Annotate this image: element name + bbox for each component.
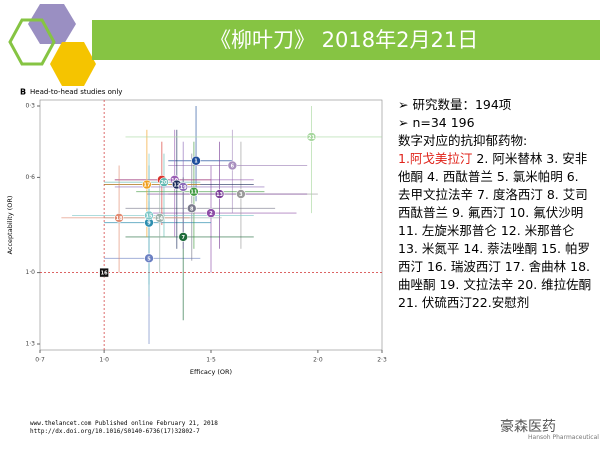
x-axis-label: Efficacy (OR) — [190, 368, 232, 376]
y-tick-label: 1·3 — [25, 341, 35, 348]
point — [186, 203, 197, 214]
point-label: 11 — [190, 190, 197, 196]
point — [178, 182, 189, 192]
point — [144, 253, 154, 264]
point-label: 5 — [147, 256, 151, 262]
point-label: 8 — [190, 206, 194, 212]
point — [236, 189, 246, 199]
point-label: 16 — [101, 271, 108, 277]
point-label: 12 — [173, 183, 180, 189]
y-axis-label: Acceptability (OR) — [6, 196, 14, 255]
point-label: 20 — [160, 180, 167, 186]
point — [159, 177, 169, 187]
logo: 豪森医药 — [500, 419, 556, 435]
point-label: 21 — [308, 135, 315, 141]
point-label: 9 — [147, 221, 151, 227]
point — [306, 132, 317, 142]
chart: B Head-to-head studies only 0·7 1·0 1·5 2·0 2·… — [6, 88, 387, 377]
drug-list: 1.阿戈美拉汀 2. 阿米替林 3. 安非他酮 4. 西酞普兰 5. 氯米帕明 … — [398, 150, 594, 312]
x-tick-label: 0·7 — [35, 357, 45, 364]
hexagons — [8, 4, 96, 86]
point-label: 15 — [146, 213, 153, 219]
point-label: 19 — [180, 185, 187, 191]
point-label: 18 — [116, 216, 123, 222]
intro: 数字对应的抗抑郁药物: — [398, 133, 528, 148]
panel-label: B — [20, 88, 26, 97]
point — [154, 213, 165, 223]
y-tick-label: 0·3 — [25, 103, 35, 110]
point-label: 3 — [239, 192, 243, 198]
point — [144, 210, 154, 221]
x-tick-label: 1·0 — [99, 357, 109, 364]
x-tick-label: 1·5 — [206, 357, 216, 364]
logo-sub: Hansoh Pharmaceutical — [528, 434, 599, 441]
bullet: 研究数量：194项 — [398, 96, 594, 114]
point — [178, 232, 189, 242]
point-label: 6 — [231, 164, 235, 170]
point — [206, 208, 216, 218]
point-label: 17 — [143, 183, 150, 189]
chart-title: Head-to-head studies only — [30, 88, 122, 96]
y-tick-label: 0·6 — [25, 174, 35, 181]
point — [99, 267, 109, 278]
citation: www.thelancet.com Published online Febru… — [30, 420, 218, 435]
point — [189, 186, 199, 197]
point — [227, 160, 238, 171]
slide-title: 《柳叶刀》 2018年2月21日 — [210, 28, 479, 52]
x-tick-label: 2·3 — [377, 357, 387, 364]
point-label: 7 — [181, 235, 185, 241]
point-label: 1 — [194, 159, 198, 165]
notes: 研究数量：194项 n=34 196 数字对应的抗抑郁药物: 1.阿戈美拉汀 2… — [398, 96, 594, 312]
highlight: 1.阿戈美拉汀 — [398, 151, 473, 166]
point-label: 14 — [156, 216, 163, 222]
point — [214, 189, 225, 199]
header-bar — [92, 20, 600, 60]
point-label: 2 — [209, 211, 213, 217]
x-tick-label: 2·0 — [313, 357, 323, 364]
bullet: n=34 196 — [398, 114, 594, 132]
point — [114, 213, 124, 223]
point — [142, 179, 152, 190]
drugs: 2. 阿米替林 3. 安非他酮 4. 西酞普兰 5. 氯米帕明 6. 去甲文拉法… — [398, 151, 592, 310]
point — [191, 155, 201, 166]
y-tick-label: 1·0 — [25, 269, 35, 276]
point-label: 13 — [216, 192, 223, 198]
